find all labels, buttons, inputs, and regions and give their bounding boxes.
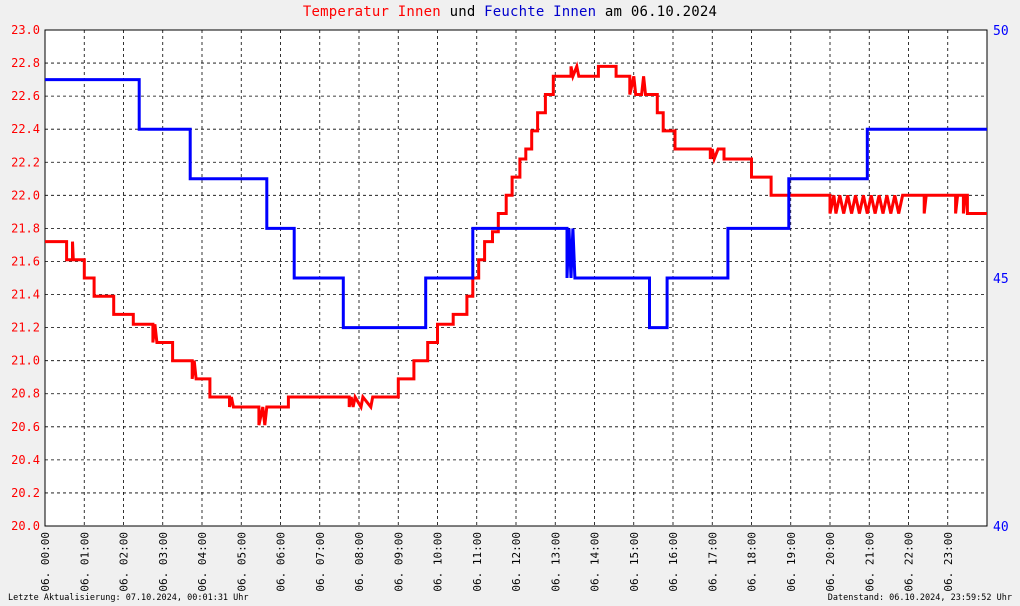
left-y-tick-label: 22.6 <box>11 89 40 103</box>
x-tick-label: 06. 02:00 <box>118 532 131 592</box>
left-y-tick-label: 20.0 <box>11 519 40 533</box>
x-tick-label: 06. 00:00 <box>39 532 52 592</box>
x-tick-label: 06. 10:00 <box>432 532 445 592</box>
x-tick-label: 06. 16:00 <box>667 532 680 592</box>
x-tick-label: 06. 20:00 <box>824 532 837 592</box>
title-joiner: und <box>449 4 476 20</box>
left-y-tick-label: 21.2 <box>11 321 40 335</box>
humidity-series-line <box>45 78 987 330</box>
left-y-tick-label: 20.2 <box>11 486 40 500</box>
left-y-tick-label: 20.8 <box>11 387 40 401</box>
left-y-tick-label: 22.4 <box>11 122 40 136</box>
left-y-tick-label: 20.6 <box>11 420 40 434</box>
x-tick-label: 06. 05:00 <box>235 532 248 592</box>
left-y-tick-label: 22.8 <box>11 56 40 70</box>
x-tick-label: 06. 19:00 <box>785 532 798 592</box>
x-tick-label: 06. 08:00 <box>353 532 366 592</box>
title-temperature-label: Temperatur Innen <box>302 4 441 20</box>
x-axis-ticks: 06. 00:00 06. 01:00 06. 02:00 06. 03:00 06. … <box>39 532 955 592</box>
x-tick-label: 06. 21:00 <box>863 532 876 592</box>
footer-data-state: Datenstand: 06.10.2024, 23:59:52 Uhr <box>827 593 1012 603</box>
series-lines <box>45 61 987 426</box>
x-tick-label: 06. 03:00 <box>157 532 170 592</box>
left-y-tick-label: 20.4 <box>11 453 40 467</box>
left-y-tick-label: 22.2 <box>11 155 40 169</box>
x-tick-label: 06. 09:00 <box>392 532 405 592</box>
left-y-tick-label: 21.8 <box>11 221 40 235</box>
x-tick-label: 06. 23:00 <box>942 532 955 592</box>
right-y-tick-label: 45 <box>993 272 1009 287</box>
x-tick-label: 06. 14:00 <box>589 532 602 592</box>
left-y-tick-label: 21.0 <box>11 354 40 368</box>
footer-last-update: Letzte Aktualisierung: 07.10.2024, 00:01… <box>8 593 249 603</box>
left-y-tick-label: 21.6 <box>11 254 40 268</box>
x-tick-label: 06. 07:00 <box>314 532 327 592</box>
title-humidity-label: Feuchte Innen <box>484 4 597 20</box>
x-tick-label: 06. 06:00 <box>275 532 288 592</box>
chart-title: Temperatur Innen und Feuchte Innen am 06… <box>0 4 1020 20</box>
right-y-tick-label: 50 <box>993 24 1009 39</box>
left-y-tick-label: 21.4 <box>11 288 40 302</box>
x-tick-label: 06. 11:00 <box>471 532 484 592</box>
right-y-tick-label: 40 <box>993 520 1009 535</box>
x-tick-label: 06. 22:00 <box>903 532 916 592</box>
right-y-axis-ticks: 40 45 50 <box>993 24 1009 535</box>
x-tick-label: 06. 15:00 <box>628 532 641 592</box>
left-y-tick-label: 23.0 <box>11 23 40 37</box>
x-tick-label: 06. 12:00 <box>510 532 523 592</box>
x-tick-label: 06. 13:00 <box>549 532 562 592</box>
title-date: 06.10.2024 <box>630 4 718 20</box>
left-y-axis-ticks: 20.0 20.2 20.4 20.6 20.8 21.0 21.2 21.4 21.6 21.8… <box>11 23 40 533</box>
x-tick-label: 06. 01:00 <box>78 532 91 592</box>
x-tick-label: 06. 17:00 <box>706 532 719 592</box>
left-y-tick-label: 22.0 <box>11 188 40 202</box>
x-tick-label: 06. 18:00 <box>746 532 759 592</box>
x-tick-label: 06. 04:00 <box>196 532 209 592</box>
title-date-prefix: am <box>604 4 623 20</box>
temperature-series-line <box>45 61 987 426</box>
grid-lines <box>45 30 987 526</box>
